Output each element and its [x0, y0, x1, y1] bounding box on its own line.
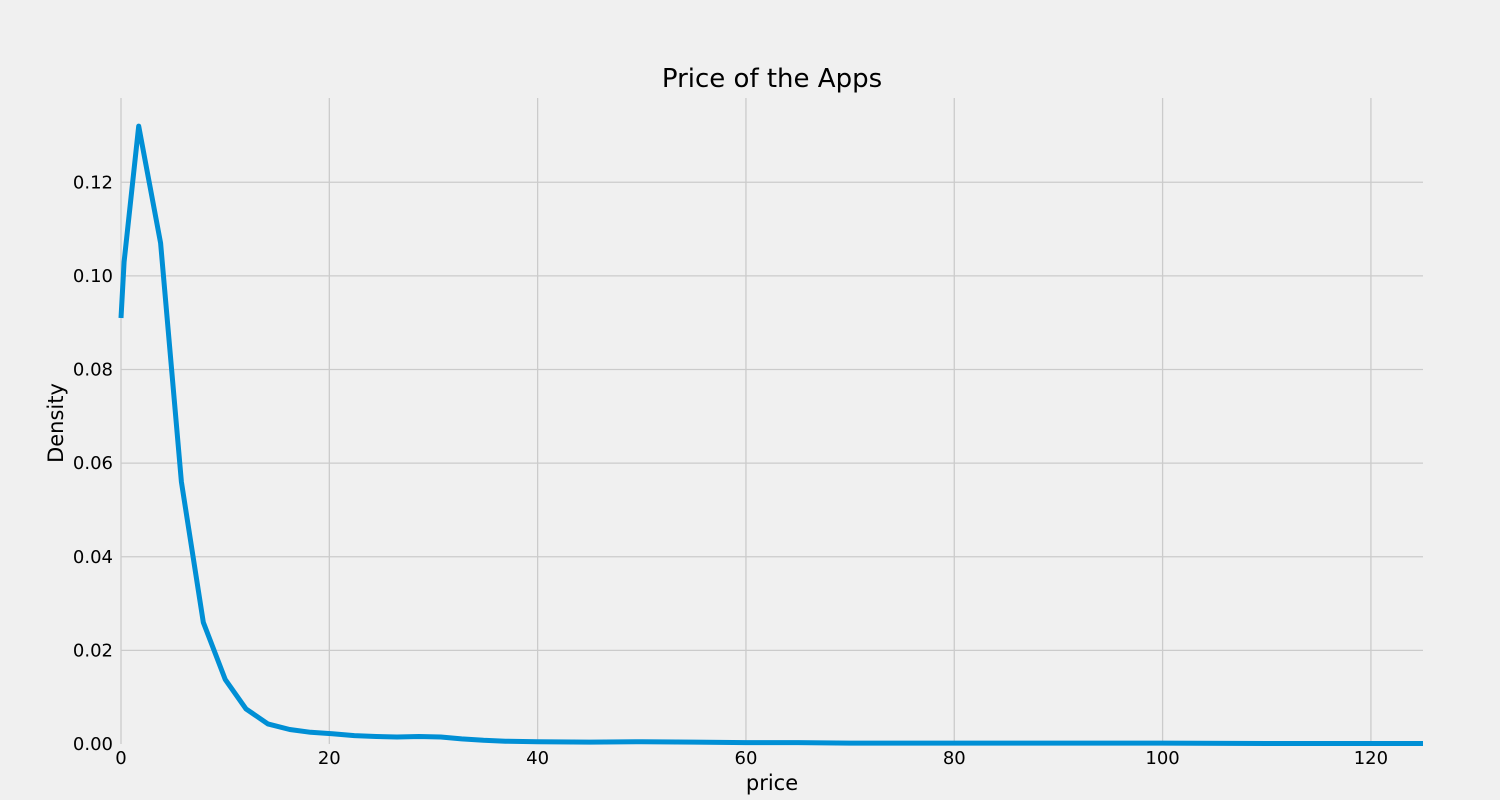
x-tick-label: 40: [526, 748, 549, 769]
y-tick-label: 0.04: [73, 547, 113, 568]
x-tick-label: 80: [943, 748, 966, 769]
x-axis-title: price: [746, 771, 798, 795]
density-line: [118, 123, 1423, 746]
y-axis-title: Density: [44, 383, 68, 463]
grid: [120, 98, 1423, 744]
y-tick-labels: 0.00 0.02 0.04 0.06 0.08 0.10 0.12: [73, 172, 113, 755]
x-tick-label: 100: [1145, 748, 1179, 769]
y-tick-label: 0.12: [73, 172, 113, 193]
y-tick-label: 0.06: [73, 453, 113, 474]
x-tick-label: 120: [1354, 748, 1388, 769]
y-tick-label: 0.08: [73, 360, 113, 381]
x-tick-label: 0: [115, 748, 126, 769]
x-tick-label: 20: [318, 748, 341, 769]
x-tick-labels: 0 20 40 60 80 100 120: [115, 748, 1388, 769]
y-tick-label: 0.10: [73, 266, 113, 287]
x-tick-label: 60: [735, 748, 758, 769]
y-tick-label: 0.02: [73, 640, 113, 661]
y-tick-label: 0.00: [73, 734, 113, 755]
chart-title: Price of the Apps: [662, 64, 882, 94]
series: [118, 123, 1423, 746]
